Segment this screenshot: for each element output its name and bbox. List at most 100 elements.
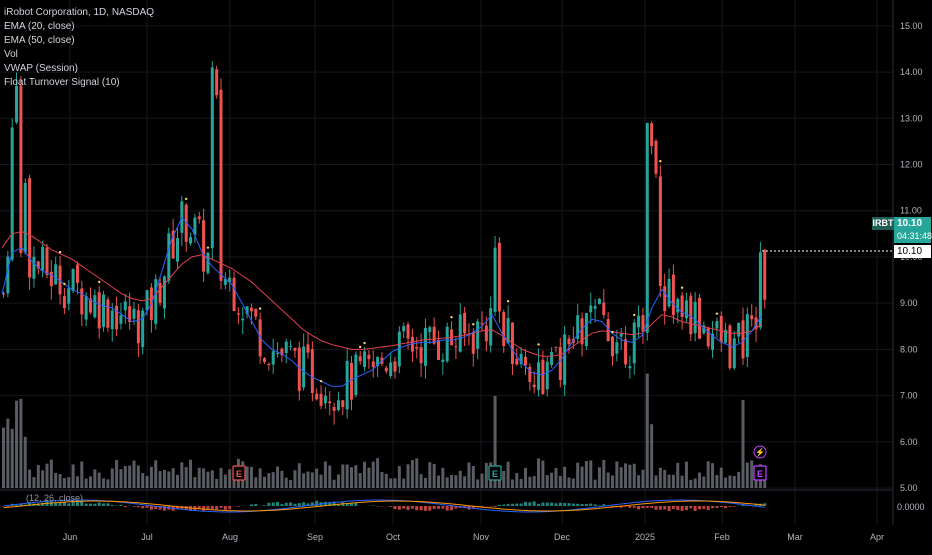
candle-body [302, 347, 305, 388]
candle-body [85, 296, 88, 320]
macd-histogram-bar [215, 506, 218, 509]
volume-bar [663, 470, 666, 488]
candle-body [241, 319, 244, 321]
candle-body [111, 311, 114, 330]
candle-body [481, 323, 484, 324]
signal-dot [363, 342, 365, 344]
volume-bar [133, 461, 136, 488]
volume-bar [576, 463, 579, 488]
price-axis[interactable]: 15.0014.0013.0012.0011.0010.009.008.007.… [897, 21, 925, 512]
legend-vwap[interactable]: VWAP (Session) [4, 62, 154, 76]
macd-histogram-bar [263, 505, 266, 506]
candle-body [624, 339, 627, 364]
volume-bar [67, 477, 70, 488]
volume-bar [2, 428, 5, 488]
candle-body [72, 269, 75, 291]
macd-histogram-bar [724, 506, 727, 508]
volume-bar [320, 475, 323, 488]
earnings-marker-nov[interactable]: E [489, 466, 501, 480]
earnings-marker-aug-label: E [236, 469, 242, 479]
macd-histogram-bar [437, 506, 440, 509]
time-label-3: Sep [307, 532, 323, 542]
candle-body [550, 352, 553, 365]
volume-bar [650, 424, 653, 488]
macd-histogram-bar [524, 502, 527, 506]
symbol-tag: IRBT [872, 217, 894, 230]
candle-body [102, 294, 105, 326]
legend-ema50[interactable]: EMA (50, close) [4, 34, 154, 48]
macd-histogram-bar [533, 501, 536, 506]
macd-legend[interactable]: (12, 26, close) [4, 493, 83, 503]
volume-bar [311, 472, 314, 488]
dividend-marker-icon: ⚡ [755, 447, 765, 457]
volume-bar [298, 463, 301, 488]
legend-vol[interactable]: Vol [4, 48, 154, 62]
signal-dot [259, 307, 261, 309]
macd-histogram-bar [576, 504, 579, 506]
candle-body [659, 176, 662, 286]
macd-histogram-bar [676, 506, 679, 510]
volume-bar [624, 463, 627, 488]
macd-histogram-bar [489, 506, 492, 507]
volume-bar [124, 466, 127, 488]
macd-histogram-bar [415, 506, 418, 510]
volume-bar [76, 476, 79, 488]
volume-bar [467, 462, 470, 488]
last-price-tag: 10.10 04:31:48 [894, 217, 931, 243]
legend-float-turnover[interactable]: Float Turnover Signal (10) [4, 76, 154, 90]
candle-body [137, 310, 140, 343]
macd-histogram-bar [585, 504, 588, 506]
volume-bar [607, 473, 610, 488]
earnings-marker-aug[interactable]: E [233, 466, 245, 480]
volume-bar [54, 473, 57, 488]
macd-histogram-bar [150, 506, 153, 510]
dividend-marker[interactable]: ⚡ [754, 446, 766, 458]
candle-body [276, 353, 279, 354]
candle-body [681, 295, 684, 317]
legend-ema20[interactable]: EMA (20, close) [4, 20, 154, 34]
volume-bar [272, 472, 275, 488]
price-tick-2: 13.00 [900, 113, 923, 123]
volume-bar [293, 470, 296, 488]
volume-bar [389, 478, 392, 488]
volume-bar [472, 466, 475, 488]
candle-body [541, 360, 544, 394]
macd-histogram-bar [563, 503, 566, 506]
signal-dot [320, 380, 322, 382]
candle-body [463, 313, 466, 333]
volume-bar [528, 477, 531, 488]
macd-histogram-bar [511, 504, 514, 506]
volume-bar [137, 466, 140, 488]
macd-histogram-bar [559, 503, 562, 506]
volume-bar [46, 464, 49, 488]
candle-body [428, 327, 431, 332]
volume-bar [115, 460, 118, 488]
candle-body [554, 347, 557, 348]
volume-bar [659, 468, 662, 488]
candle-body [424, 328, 427, 366]
volume-bar [246, 466, 249, 488]
volume-bar [554, 468, 557, 488]
volume-bar [6, 419, 9, 488]
macd-pane [2, 500, 766, 512]
candle-body [537, 362, 540, 390]
candle-body [676, 299, 679, 313]
earnings-marker-feb-label: E [757, 469, 763, 479]
symbol-title[interactable]: iRobot Corporation, 1D, NASDAQ [4, 6, 154, 20]
candle-body [50, 272, 53, 286]
volume-bar [454, 475, 457, 488]
macd-histogram-bar [685, 506, 688, 510]
macd-histogram-bar [289, 502, 292, 506]
candle-body [320, 394, 323, 406]
macd-histogram-bar [694, 506, 697, 511]
candle-body [367, 355, 370, 359]
candle-body [533, 385, 536, 388]
macd-histogram-bar [424, 506, 427, 511]
earnings-marker-feb[interactable]: E [754, 466, 766, 480]
macd-histogram-bar [637, 506, 640, 509]
volume-bar [150, 467, 153, 488]
candle-body [206, 253, 209, 273]
candle-body [285, 342, 288, 353]
